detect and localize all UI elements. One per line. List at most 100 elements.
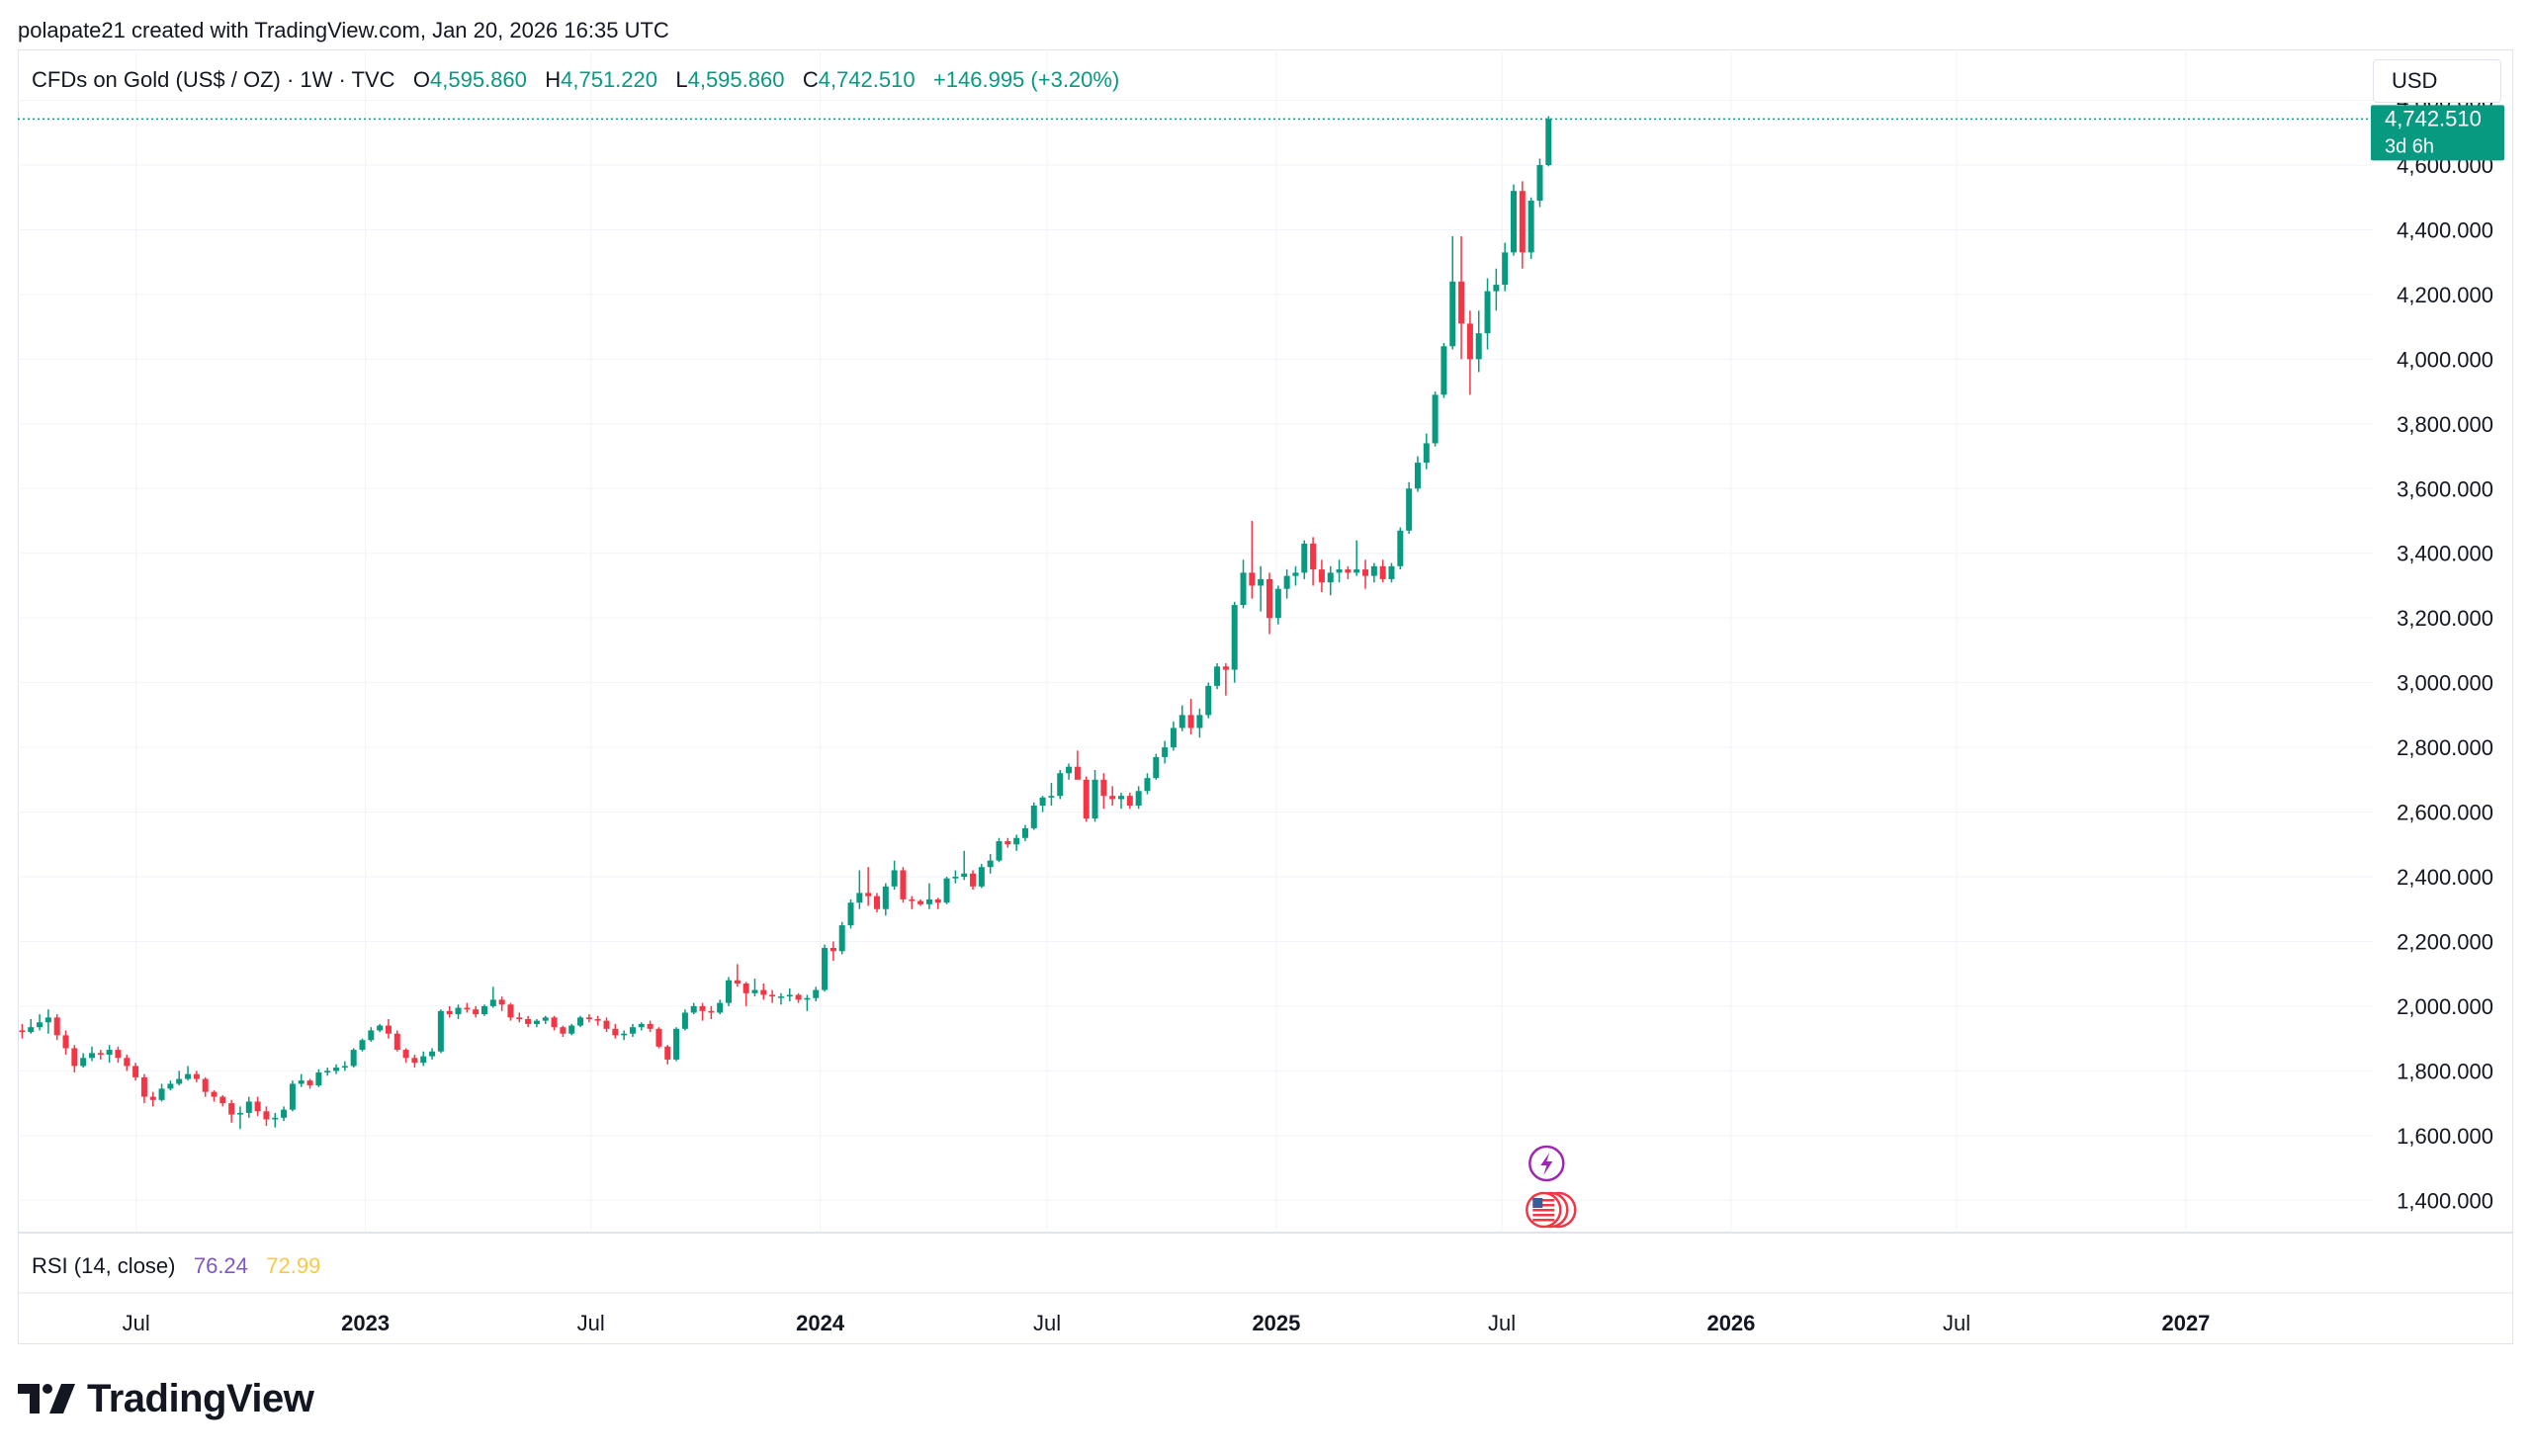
candle-body (629, 1027, 636, 1034)
candle-body (1091, 779, 1098, 819)
candle-body (917, 900, 924, 904)
candle-body (1222, 666, 1229, 670)
candle-body (525, 1019, 532, 1024)
candle-body (1162, 747, 1169, 757)
lightning-event-icon[interactable] (1528, 1145, 1565, 1182)
candle-body (1083, 779, 1090, 819)
candle-body (37, 1022, 44, 1028)
candle-body (359, 1040, 366, 1051)
change-value: +146.995 (+3.20%) (932, 67, 1120, 92)
candle-body (115, 1050, 122, 1059)
candle-body (621, 1033, 628, 1036)
candle-body (385, 1025, 392, 1034)
overlay-layer: 4,742.510 3d 6h (18, 105, 2504, 1229)
price-axis: 1,400.000 1,600.000 1,800.000 2,000.000 2,20… (2397, 89, 2493, 1214)
candle-body (263, 1111, 270, 1120)
flag-canton (1532, 1198, 1543, 1208)
symbol-title[interactable]: CFDs on Gold (US$ / OZ) · 1W · TVC (32, 67, 395, 92)
open-label: O (412, 67, 431, 92)
candle-body (542, 1017, 549, 1021)
candle-body (254, 1101, 261, 1112)
currency-button[interactable]: USD (2373, 59, 2501, 103)
flag-stripe (1532, 1209, 1555, 1212)
open-value: 4,595.860 (430, 67, 527, 92)
rsi-legend[interactable]: RSI (14, close) 76.24 72.99 (32, 1253, 320, 1279)
candle-body (1432, 394, 1439, 444)
price-tick-label: 3,000.000 (2397, 671, 2493, 696)
rsi-title: RSI (14, close) (32, 1253, 176, 1278)
time-axis: Jul 2023 Jul 2024 Jul 2025 Jul 2026 Jul 2027 (123, 1311, 2211, 1335)
candle-body (987, 860, 994, 868)
candle-body (647, 1023, 654, 1029)
candle-body (377, 1025, 384, 1031)
chart-frame (18, 49, 2513, 1344)
candle-body (551, 1017, 558, 1028)
candle-body (62, 1035, 69, 1049)
candle-body (516, 1017, 523, 1019)
candle-body (891, 870, 898, 887)
tradingview-logo[interactable]: TradingView (18, 1374, 314, 1423)
candle-body (1536, 165, 1543, 201)
low-value: 4,595.860 (687, 67, 785, 92)
candle-body (943, 878, 950, 903)
rsi-ma-value: 72.99 (266, 1253, 321, 1278)
candle-body (1039, 797, 1046, 806)
candle-body (1283, 575, 1290, 589)
time-tick-label: Jul (123, 1311, 150, 1335)
candle-body (498, 999, 505, 1005)
candle-body (1327, 572, 1334, 583)
candle-body (822, 948, 829, 990)
candle-body (1310, 543, 1317, 570)
price-tick-label: 2,800.000 (2397, 735, 2493, 760)
candle-body (1066, 766, 1073, 774)
candle-body (124, 1058, 131, 1067)
candle-body (1074, 766, 1081, 780)
flag-stripe (1532, 1214, 1555, 1217)
flag-stripe (1532, 1199, 1555, 1202)
candle-body (1266, 578, 1272, 619)
price-tick-label: 2,200.000 (2397, 929, 2493, 954)
candle-body (1406, 488, 1413, 531)
candle-body (185, 1073, 192, 1079)
candle-body (44, 1017, 51, 1023)
candle-body (1205, 685, 1212, 716)
time-tick-label: Jul (1488, 1311, 1516, 1335)
candle-body (219, 1096, 226, 1104)
candle-body (368, 1030, 375, 1041)
candle-body (315, 1072, 322, 1086)
candle-body (1353, 569, 1360, 573)
candle-body (664, 1046, 671, 1060)
candle-body (1144, 778, 1151, 792)
close-label: C (802, 67, 819, 92)
candle-body (1100, 779, 1107, 797)
time-tick-label: 2027 (2161, 1311, 2210, 1335)
candle-body (228, 1103, 235, 1115)
price-tick-label: 1,600.000 (2397, 1124, 2493, 1149)
candle-body (560, 1027, 567, 1034)
candle-body (1118, 796, 1125, 800)
candle-body (1414, 463, 1421, 489)
candle-body (804, 997, 811, 1000)
bar-countdown: 3d 6h (2385, 135, 2434, 157)
candle-body (202, 1078, 209, 1092)
candle-body (1057, 773, 1064, 797)
candle-body (455, 1007, 462, 1015)
candle-body (28, 1027, 35, 1033)
candle-body (1475, 333, 1482, 360)
candle-body (71, 1048, 78, 1067)
candle-body (673, 1028, 680, 1060)
price-tick-label: 2,600.000 (2397, 801, 2493, 825)
candle-body (1502, 252, 1509, 286)
candle-body (786, 994, 793, 997)
candle-body (1178, 715, 1185, 728)
candle-body (1274, 588, 1281, 619)
candle-body (158, 1088, 165, 1100)
price-tick-label: 3,400.000 (2397, 542, 2493, 566)
candle-body (777, 996, 784, 998)
candle-body (795, 994, 802, 1000)
candle-body (88, 1053, 95, 1059)
us-flag-event-icon[interactable] (1526, 1191, 1577, 1229)
candle-body (1545, 119, 1552, 165)
candle-body (1249, 572, 1256, 586)
